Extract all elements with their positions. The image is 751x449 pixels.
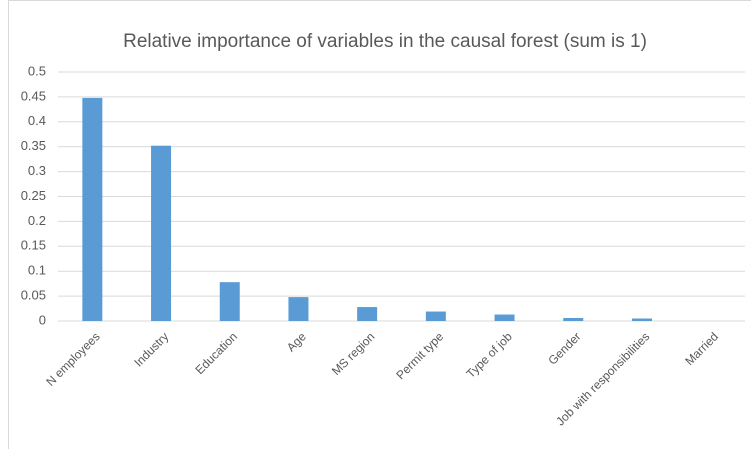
bar (631, 318, 652, 321)
bar (357, 307, 378, 321)
x-tick-label: Gender (545, 329, 583, 367)
y-tick-label: 0.45 (21, 88, 46, 103)
chart-border (8, 0, 751, 449)
x-tick-label: MS region (329, 329, 378, 378)
y-tick-label: 0.2 (28, 213, 46, 228)
bar (288, 297, 309, 321)
y-tick-label: 0.25 (21, 188, 46, 203)
x-tick-label: Permit type (393, 329, 446, 382)
y-tick-label: 0.1 (28, 263, 46, 278)
bar (82, 97, 103, 321)
bar (425, 311, 446, 321)
chart-title: Relative importance of variables in the … (123, 31, 647, 52)
y-tick-label: 0.15 (21, 238, 46, 253)
bar (563, 318, 584, 321)
y-tick-label: 0.35 (21, 138, 46, 153)
bar (151, 145, 172, 321)
x-tick-label: Industry (131, 329, 171, 369)
x-tick-label: Age (284, 329, 309, 354)
y-tick-label: 0.05 (21, 288, 46, 303)
bar (494, 314, 515, 321)
y-tick-label: 0 (39, 312, 46, 327)
bar (219, 282, 240, 321)
y-tick-label: 0.4 (28, 113, 46, 128)
x-tick-label: N employees (43, 329, 102, 388)
x-tick-label: Married (682, 329, 721, 368)
x-tick-label: Education (192, 329, 240, 377)
x-tick-label: Type of job (463, 329, 515, 381)
y-tick-label: 0.5 (28, 63, 46, 78)
y-tick-label: 0.3 (28, 163, 46, 178)
